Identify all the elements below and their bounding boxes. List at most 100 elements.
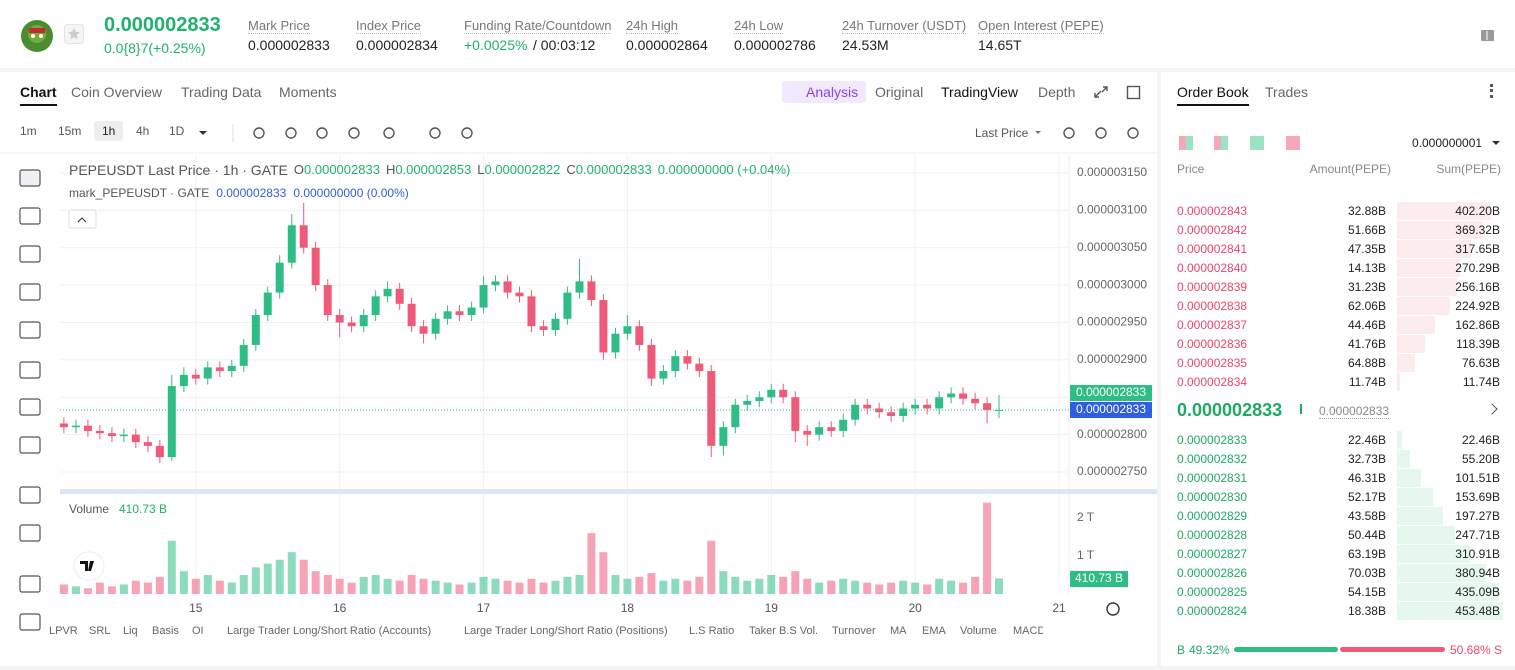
interval[interactable]: 4h [136, 124, 150, 138]
ob-price[interactable]: 0.000002840 [1177, 261, 1248, 275]
candle-body [839, 419, 848, 431]
ob-price[interactable]: 0.000002834 [1177, 375, 1248, 389]
indicator[interactable]: Large Trader Long/Short Ratio (Accounts) [227, 625, 432, 637]
candle-body [683, 356, 692, 364]
analysis-tab[interactable]: Analysis [806, 84, 859, 100]
ob-price[interactable]: 0.000002826 [1177, 566, 1248, 580]
view-tab[interactable]: TradingView [941, 84, 1019, 100]
view-tab[interactable]: Original [875, 84, 924, 100]
ob-layout-icon[interactable] [1286, 136, 1300, 150]
stat-value: 14.65T [978, 37, 1022, 53]
indicator[interactable]: SRL [89, 625, 111, 637]
ohlc-key: O [293, 162, 305, 177]
indicator[interactable]: Large Trader Long/Short Ratio (Positions… [464, 625, 668, 637]
ob-price[interactable]: 0.000002832 [1177, 452, 1248, 466]
ob-amount: 11.74B [1348, 375, 1386, 389]
candle-body [443, 311, 452, 319]
ob-menu[interactable] [1490, 84, 1496, 98]
interval[interactable]: 1m [20, 124, 37, 138]
ob-price[interactable]: 0.000002827 [1177, 547, 1248, 561]
ob-layout-icon[interactable] [1214, 136, 1228, 150]
drawing-tool [19, 575, 41, 593]
interval[interactable]: 1h [94, 121, 124, 141]
indicator[interactable]: Volume [960, 625, 997, 637]
indicator[interactable]: EMA [922, 625, 946, 637]
candle-body [431, 318, 440, 334]
interval[interactable]: 1D [169, 124, 185, 138]
ob-price[interactable]: 0.000002829 [1177, 509, 1248, 523]
ob-price[interactable]: 0.000002836 [1177, 337, 1248, 351]
ob-price[interactable]: 0.000002843 [1177, 204, 1248, 218]
tab[interactable]: Coin Overview [71, 84, 163, 100]
ob-amount: 62.06B [1347, 299, 1386, 313]
ob-tab[interactable]: Order Book [1177, 84, 1249, 106]
candle-body [899, 408, 908, 416]
ob-amount: 43.58B [1347, 509, 1386, 523]
depth-bar [1397, 297, 1450, 315]
volume-bar [95, 582, 104, 594]
toolbar-icon [348, 127, 360, 139]
window-icon[interactable] [1126, 85, 1142, 101]
ob-tab[interactable]: Trades [1265, 84, 1309, 100]
drawing-tool [19, 321, 41, 339]
toolbar-icon [1095, 127, 1107, 139]
ob-layout-icon[interactable] [1250, 136, 1264, 150]
ob-price[interactable]: 0.000002841 [1177, 242, 1248, 256]
indicator[interactable]: Basis [152, 625, 179, 637]
candle-body [863, 404, 872, 409]
view-tab[interactable]: Depth [1038, 84, 1076, 100]
candle-body [323, 285, 332, 316]
y-tick-label: 0.000003000 [1077, 277, 1147, 291]
volume-bar [863, 582, 872, 594]
stat-value: 24.53M [842, 37, 889, 53]
price-type[interactable]: Last Price [975, 126, 1029, 140]
indicator[interactable]: L.S Ratio [689, 625, 735, 637]
volume-bar [551, 580, 560, 594]
indicator[interactable]: Turnover [832, 625, 876, 637]
indicator[interactable]: MACD [1013, 625, 1043, 637]
interval[interactable]: 15m [58, 124, 82, 138]
candle-body [755, 397, 764, 402]
candle-body [527, 296, 536, 327]
volume-bar [911, 582, 920, 594]
ob-price[interactable]: 0.000002830 [1177, 490, 1248, 504]
ohlc-value: 0.000002833 [304, 162, 380, 177]
ob-price[interactable]: 0.000002833 [1177, 433, 1248, 447]
indicator[interactable]: Taker B.S Vol. [749, 625, 819, 637]
volume-bar [611, 574, 620, 594]
ob-sum: 197.27B [1455, 509, 1500, 523]
volume-bar [779, 576, 788, 594]
chart: 0.000003150 0.000003100 0.000003050 0.00000… [0, 124, 1157, 631]
indicator[interactable]: MA [890, 625, 907, 637]
ob-price[interactable]: 0.000002835 [1177, 356, 1248, 370]
tab[interactable]: Trading Data [181, 84, 262, 100]
tab[interactable]: Moments [279, 84, 337, 100]
ob-price[interactable]: 0.000002828 [1177, 528, 1248, 542]
ob-up-arrow [1300, 404, 1308, 414]
indicator[interactable]: LPVR [49, 625, 78, 637]
fullscreen-icon[interactable] [1092, 84, 1112, 100]
volume-bar [671, 578, 680, 594]
tab[interactable]: Chart [20, 84, 57, 106]
candle-body [695, 363, 704, 372]
ob-amount: 31.23B [1347, 280, 1386, 294]
coin-logo [21, 20, 53, 52]
indicator[interactable]: Liq [123, 625, 138, 637]
ob-price[interactable]: 0.000002837 [1177, 318, 1248, 332]
ob-price[interactable]: 0.000002824 [1177, 604, 1248, 618]
ob-amount: 50.44B [1347, 528, 1386, 542]
ob-price[interactable]: 0.000002842 [1177, 223, 1248, 237]
volume-tick-label: 1 T [1077, 548, 1095, 562]
ob-price[interactable]: 0.000002825 [1177, 585, 1248, 599]
ob-price[interactable]: 0.000002838 [1177, 299, 1248, 313]
ob-precision[interactable]: 0.000000001 [1412, 136, 1483, 150]
ohlc-key: H [385, 162, 396, 177]
favorite-star[interactable] [64, 24, 84, 44]
book-icon[interactable] [1480, 28, 1496, 44]
ob-layout-icon[interactable] [1179, 136, 1193, 150]
analysis-pill[interactable] [782, 81, 866, 103]
indicator[interactable]: OI [192, 625, 204, 637]
candle-body [671, 356, 680, 372]
ob-price[interactable]: 0.000002839 [1177, 280, 1248, 294]
ob-price[interactable]: 0.000002831 [1177, 471, 1248, 485]
